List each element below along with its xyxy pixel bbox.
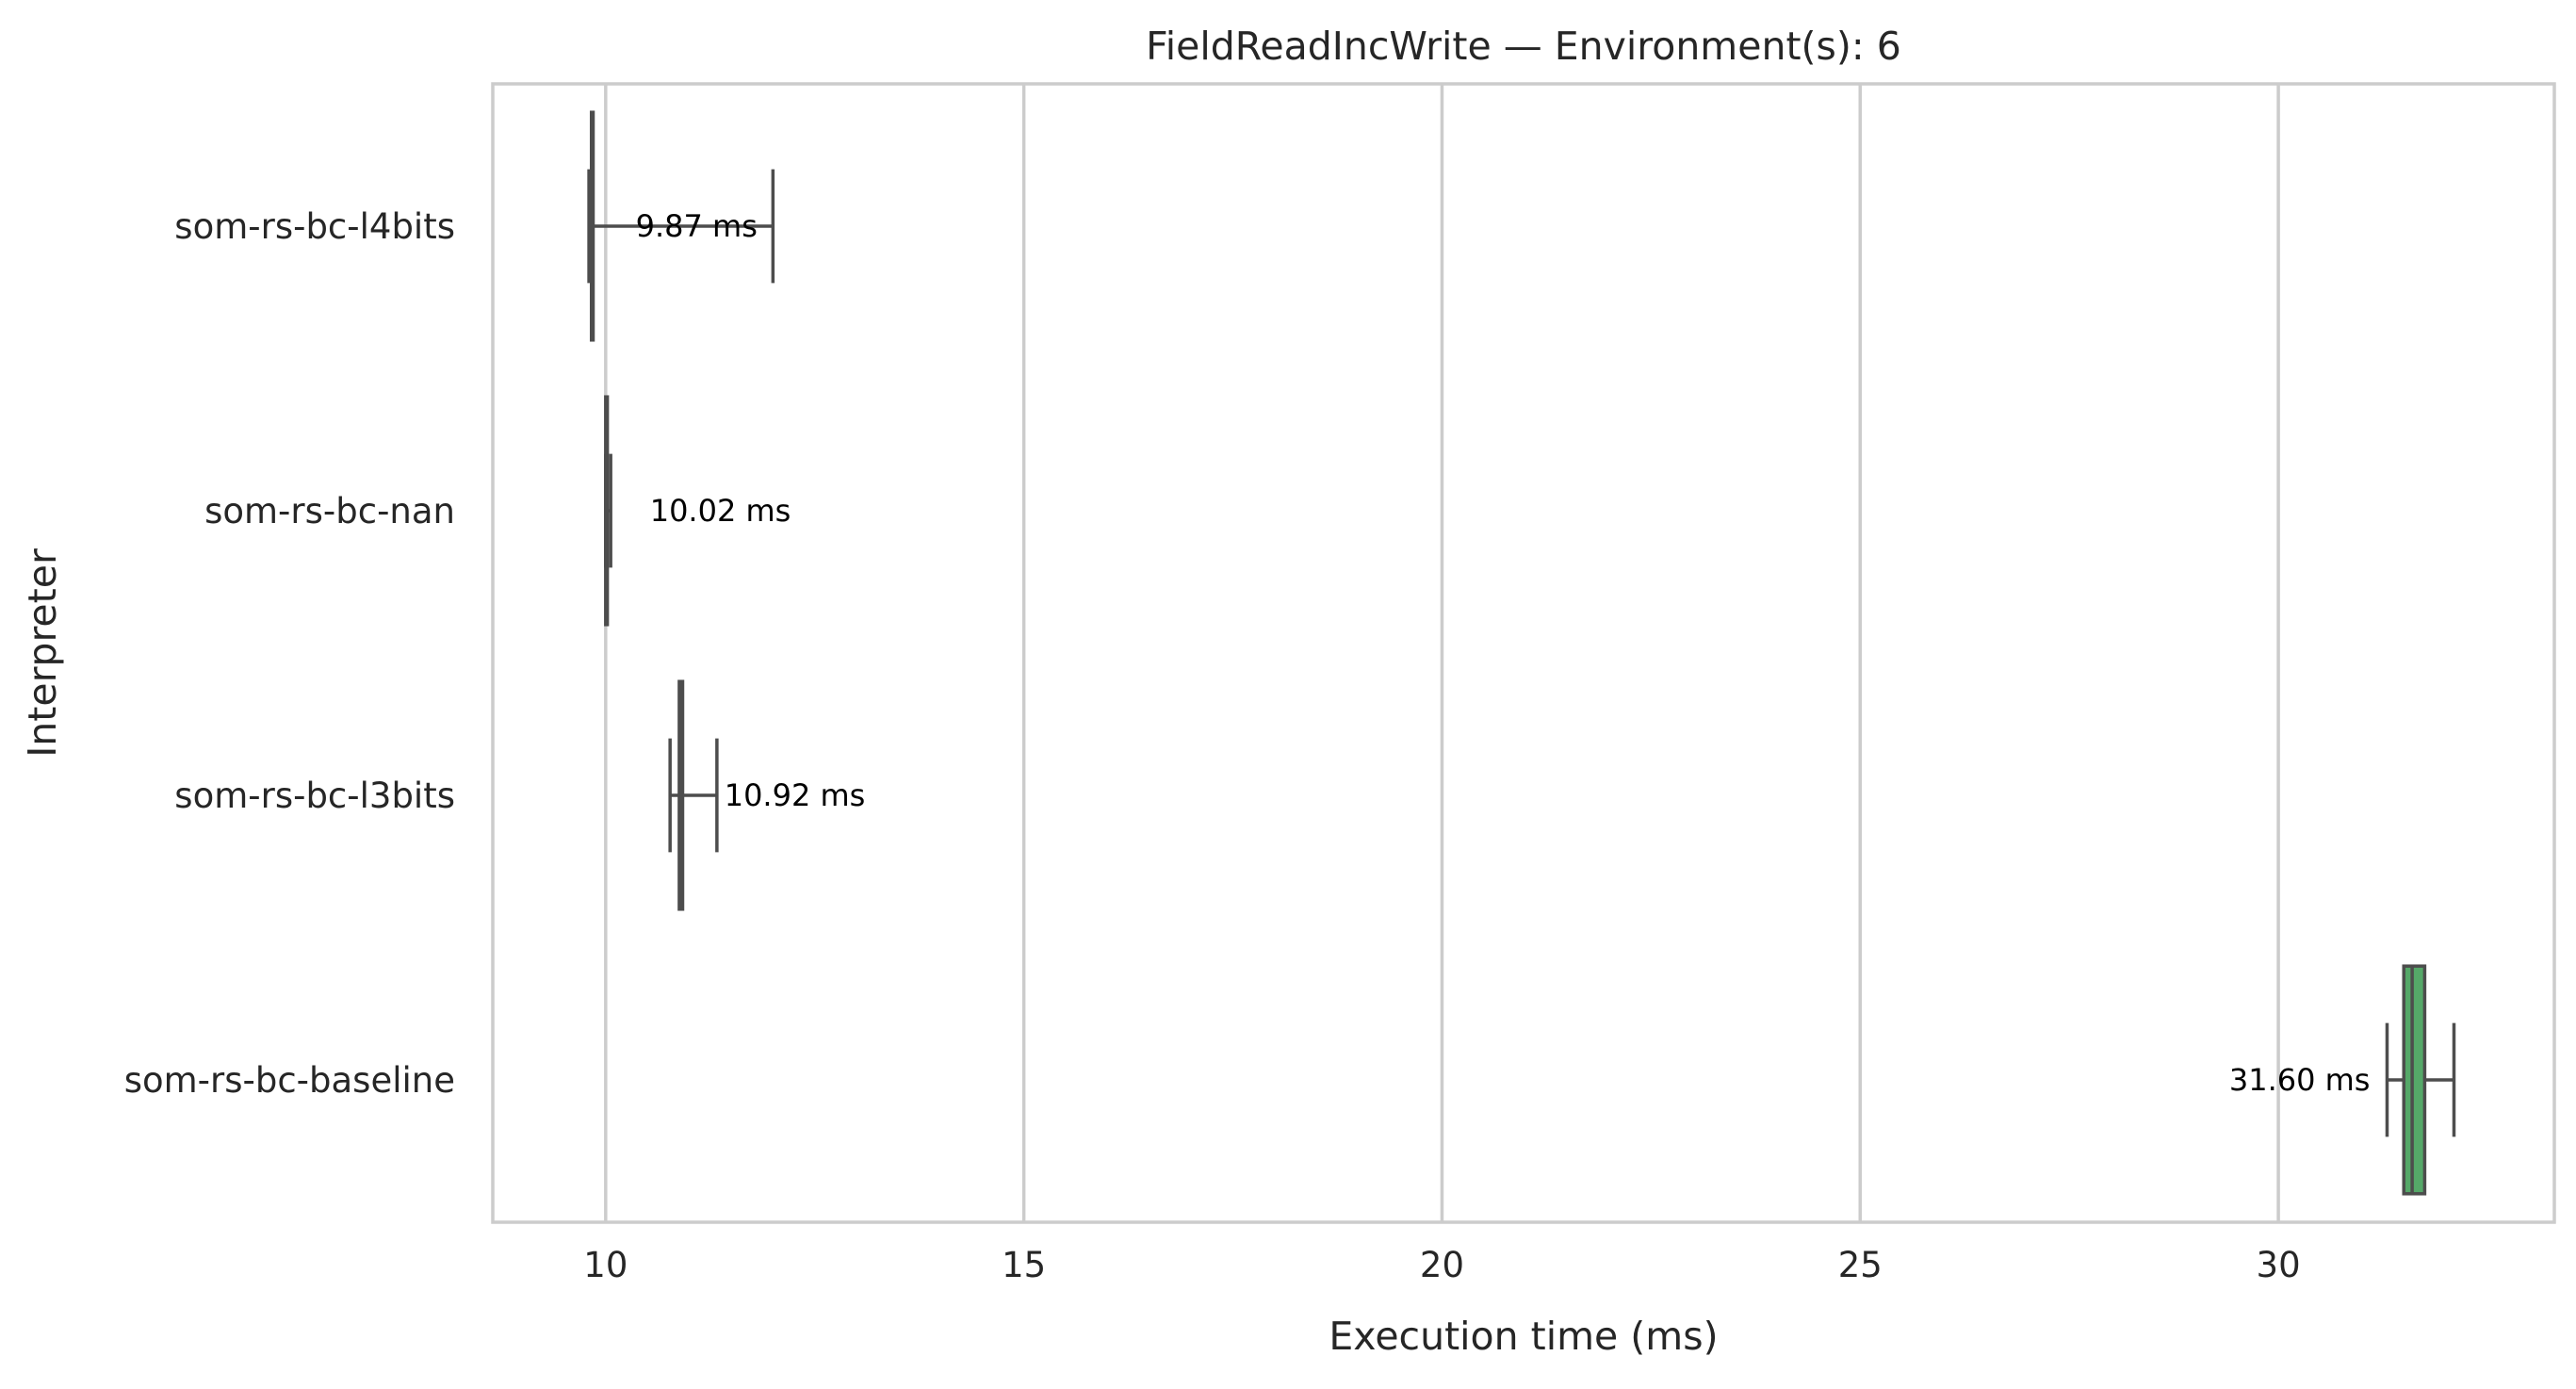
boxes: 9.87 ms 10.02 ms 10.92 ms 31.60 ms [587,110,2456,1196]
x-tick-label: 20 [1420,1245,1464,1285]
box-som-rs-bc-baseline: 31.60 ms [2229,964,2456,1196]
gridlines [604,84,2280,1222]
y-tick-label: som-rs-bc-nan [204,491,455,531]
y-tick-label: som-rs-bc-baseline [124,1060,455,1101]
x-tick-label: 25 [1838,1245,1883,1285]
median-value-label: 10.92 ms [725,777,866,813]
y-tick-label: som-rs-bc-l4bits [174,206,455,247]
box-som-rs-bc-l3bits: 10.92 ms [668,679,866,911]
plot-frame [491,82,2556,1224]
chart-title: FieldReadIncWrite — Environment(s): 6 [1146,24,1901,69]
x-tick-label: 15 [1002,1245,1046,1285]
y-tick-label: som-rs-bc-l3bits [174,776,455,816]
median-value-label: 31.60 ms [2229,1062,2371,1098]
y-axis-label: Interpreter [20,548,65,758]
median-value-label: 9.87 ms [636,208,758,244]
box-som-rs-bc-nan: 10.02 ms [604,395,791,627]
box-som-rs-bc-l4bits: 9.87 ms [587,110,775,342]
tick-labels: 10 15 20 25 30 som-rs-bc-l4bits som-rs-bc-nan s… [124,206,2301,1285]
x-tick-label: 10 [583,1245,628,1285]
x-axis-label: Execution time (ms) [1329,1314,1718,1359]
box-iqr [2402,964,2427,1196]
x-tick-label: 30 [2257,1245,2301,1285]
median-value-label: 10.02 ms [650,493,791,529]
